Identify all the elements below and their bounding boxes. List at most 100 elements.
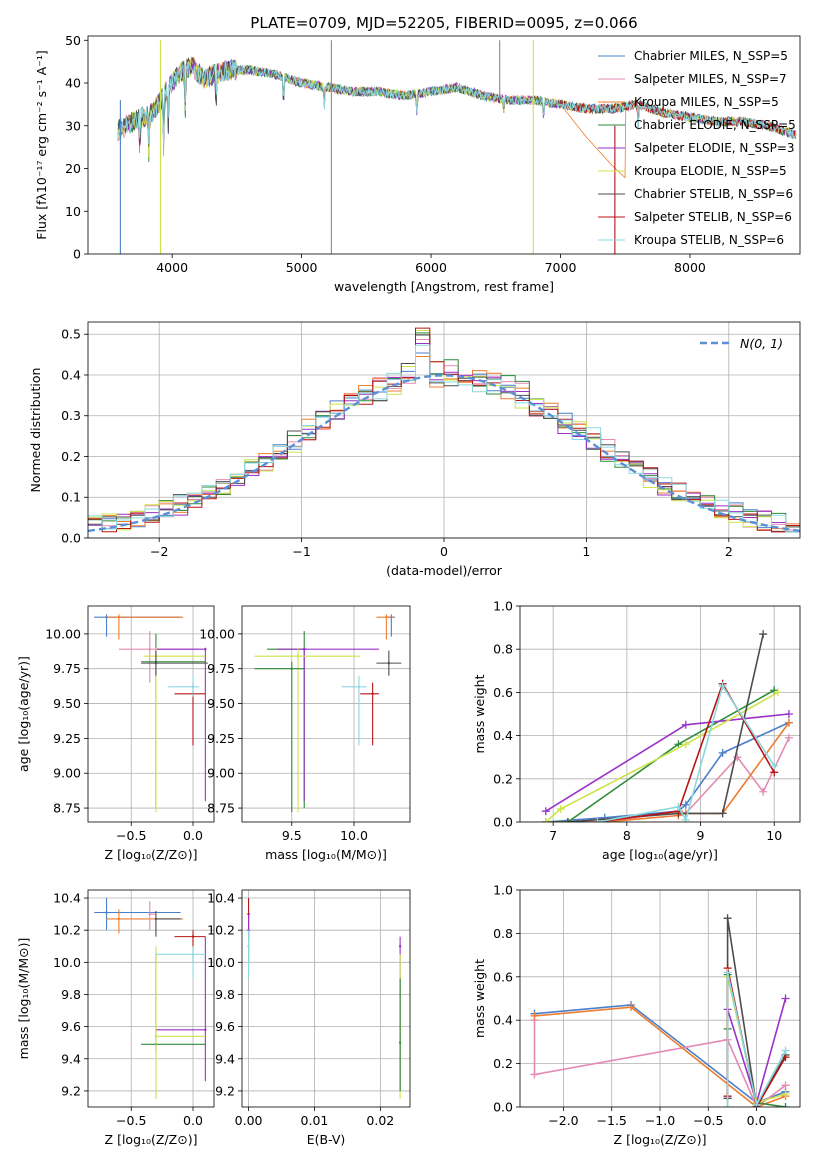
plus-marker xyxy=(781,1089,790,1098)
y-tick-label: 9.6 xyxy=(215,1019,235,1034)
y-tick-label: 10.4 xyxy=(207,891,235,906)
plot-area-mass-vs-ebv xyxy=(242,890,410,1107)
x-axis-label: age [log₁₀(age/yr)] xyxy=(602,847,718,862)
data-point xyxy=(191,685,195,689)
x-tick-label: 0.0 xyxy=(183,1113,203,1128)
plot-area-spectrum xyxy=(117,40,797,254)
y-tick-label: 0.4 xyxy=(493,1013,513,1028)
histogram-step xyxy=(88,327,800,533)
weight-line xyxy=(597,681,775,822)
y-tick-label: 0.3 xyxy=(61,408,81,423)
data-point xyxy=(191,953,195,956)
spectrum-legend: Chabrier MILES, N_SSP=5 Salpeter MILES, N… xyxy=(598,49,796,247)
x-tick-label: −2.0 xyxy=(548,1113,578,1128)
y-tick-label: 9.4 xyxy=(215,1051,235,1066)
legend-label: Chabrier MILES, N_SSP=5 xyxy=(634,49,788,63)
plus-marker xyxy=(681,720,690,729)
axes-frame xyxy=(241,605,411,823)
x-tick-label: −1 xyxy=(292,544,310,559)
plus-marker xyxy=(718,748,727,757)
plot-area-residuals xyxy=(88,322,800,538)
weight-line xyxy=(545,689,775,822)
normal-curve xyxy=(88,374,800,533)
plus-marker xyxy=(752,1100,761,1107)
weight-line xyxy=(545,691,779,822)
panel-mass-vs-z: −0.5 0.0 9.2 9.4 9.6 9.8 10.0 10.2 10.4 Z [log₁₀(… xyxy=(16,889,215,1147)
y-tick-label: 8.75 xyxy=(207,801,235,816)
y-axis-label: Normed distribution xyxy=(28,368,43,493)
plus-marker xyxy=(723,914,732,923)
y-tick-label: 0.6 xyxy=(493,969,513,984)
data-point xyxy=(117,917,121,921)
histogram-step xyxy=(88,344,800,533)
y-tick-label: 0.2 xyxy=(493,771,513,786)
y-tick-label: 10.00 xyxy=(199,626,235,641)
panel-spectrum: 4000 5000 6000 7000 8000 0 10 20 30 40 50 wavelengt… xyxy=(34,33,801,294)
plot-area-weight-vs-age xyxy=(520,606,800,822)
axes-frame xyxy=(87,605,215,823)
plus-marker xyxy=(759,630,768,639)
plus-marker xyxy=(770,761,779,770)
y-tick-label: 0.1 xyxy=(61,490,81,505)
y-tick-label: 9.8 xyxy=(215,987,235,1002)
y-axis-label: mass weight xyxy=(472,959,487,1038)
x-tick-label: 0.00 xyxy=(235,1113,263,1128)
data-point xyxy=(357,685,361,689)
panel-age-vs-z: −0.5 0.0 8.75 9.00 9.25 9.50 9.75 10.00 Z [log₁₀… xyxy=(16,605,215,862)
x-tick-label: 8000 xyxy=(674,260,706,275)
y-tick-label: 10.0 xyxy=(207,955,235,970)
x-tick-label: −0.5 xyxy=(693,1113,723,1128)
x-tick-label: −1.5 xyxy=(597,1113,627,1128)
y-tick-label: 9.2 xyxy=(215,1083,235,1098)
plus-marker xyxy=(681,740,690,749)
plus-marker xyxy=(718,809,727,818)
y-tick-label: 1.0 xyxy=(493,599,513,614)
plus-marker xyxy=(723,1103,732,1107)
x-tick-label: 0 xyxy=(440,544,448,559)
spectrum-line xyxy=(117,59,797,146)
plus-marker xyxy=(784,718,793,727)
y-tick-label: 1.0 xyxy=(493,883,513,898)
plus-marker xyxy=(718,681,727,690)
axes-frame xyxy=(87,889,215,1108)
x-axis-label: wavelength [Angstrom, rest frame] xyxy=(334,279,554,294)
data-point xyxy=(204,648,207,651)
y-tick-label: 9.4 xyxy=(61,1051,81,1066)
data-point xyxy=(398,945,402,948)
y-tick-label: 10.00 xyxy=(45,626,81,641)
plus-marker xyxy=(681,800,690,809)
y-tick-label: 9.75 xyxy=(207,661,235,676)
x-tick-label: −2 xyxy=(150,544,168,559)
weight-line xyxy=(726,972,787,1107)
axes-frame xyxy=(519,605,801,823)
panel-weight-vs-z: −2.0 −1.5 −1.0 −0.5 0.0 0.0 0.2 0.4 0.6 0.8 1.0 Z [… xyxy=(472,883,801,1147)
data-point xyxy=(191,935,195,938)
legend-label: Salpeter ELODIE, N_SSP=3 xyxy=(634,141,795,155)
x-tick-label: 4000 xyxy=(156,260,188,275)
plus-marker xyxy=(784,733,793,742)
plus-marker xyxy=(681,815,690,822)
y-tick-label: 9.25 xyxy=(53,731,81,746)
x-tick-label: 9 xyxy=(697,828,705,843)
x-axis-label: E(B-V) xyxy=(307,1132,346,1147)
plus-marker xyxy=(627,1003,636,1012)
y-tick-label: 0.2 xyxy=(493,1056,513,1071)
plus-marker xyxy=(781,1103,790,1107)
y-tick-label: 9.6 xyxy=(61,1019,81,1034)
y-tick-label: 0.5 xyxy=(61,327,81,342)
x-axis-label: (data-model)/error xyxy=(386,563,503,578)
x-tick-label: 6000 xyxy=(415,260,447,275)
plus-marker xyxy=(674,740,683,749)
y-tick-label: 0.6 xyxy=(493,685,513,700)
panel-residuals: −2 −1 0 1 2 0.0 0.1 0.2 0.3 0.4 0.5 (data-model)/er… xyxy=(28,321,801,578)
plot-area-age-vs-mass xyxy=(242,606,410,822)
x-axis-label: mass [log₁₀(M/M⊙)] xyxy=(265,847,387,862)
plus-marker xyxy=(759,787,768,796)
y-tick-label: 0.4 xyxy=(493,728,513,743)
y-tick-label: 9.50 xyxy=(53,696,81,711)
y-tick-label: 40 xyxy=(65,76,81,91)
data-point xyxy=(105,911,108,914)
y-tick-label: 0.8 xyxy=(493,926,513,941)
